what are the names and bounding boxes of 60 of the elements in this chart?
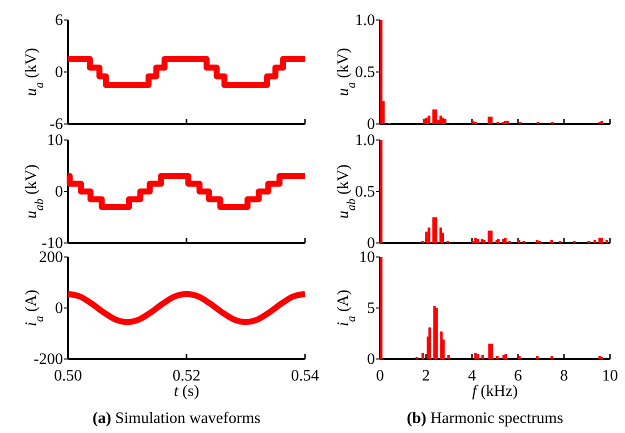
y-tick-label: 0.5	[355, 184, 375, 201]
bar	[476, 354, 480, 359]
bar	[550, 240, 553, 243]
bar	[421, 352, 424, 359]
x-tick-label: 0.54	[291, 367, 319, 384]
text: (a) Simulation waveforms	[92, 410, 260, 427]
bar	[496, 356, 499, 359]
bar	[488, 116, 490, 124]
bar	[490, 116, 493, 124]
y-tick-label: 1.0	[355, 132, 375, 150]
bar	[506, 120, 510, 124]
bar	[504, 354, 508, 359]
bar	[536, 356, 539, 359]
y-tick-label: -200	[34, 351, 63, 368]
y-tick-label: 5	[367, 300, 375, 318]
bar	[444, 118, 446, 124]
x-tick-label: 2	[422, 367, 430, 384]
y-tick-label: 0	[55, 64, 63, 82]
x-axis-title: f (kHz)	[472, 383, 518, 400]
bar	[428, 228, 430, 243]
y-tick-label: 0.5	[355, 64, 375, 82]
y-tick-label: 0	[55, 184, 63, 201]
x-axis-title: t (s)	[174, 383, 200, 400]
bar	[481, 354, 484, 359]
bar	[425, 232, 428, 243]
bar	[488, 344, 491, 359]
x-tick-label: 4	[468, 367, 476, 384]
bar	[474, 352, 477, 359]
bar	[594, 240, 596, 243]
text: (b) Harmonic spectrums	[406, 410, 564, 427]
bar	[600, 120, 604, 124]
bar	[428, 116, 430, 124]
bar	[490, 230, 493, 243]
bar	[435, 308, 438, 359]
bar	[490, 344, 494, 359]
y-tick-label: 0	[55, 300, 63, 318]
y-tick-label: 6	[55, 12, 63, 30]
bar	[434, 217, 438, 243]
bar	[428, 327, 431, 359]
y-tick-label: 1.0	[355, 12, 375, 30]
y-tick-label: -6	[50, 116, 63, 134]
x-tick-label: 8	[560, 367, 568, 384]
bar	[434, 109, 438, 124]
bar	[433, 306, 436, 359]
y-tick-label: 0	[367, 116, 375, 134]
bar	[536, 240, 538, 243]
bar	[488, 230, 490, 243]
bar	[447, 354, 450, 359]
bar	[504, 238, 507, 243]
y-tick-label: 10	[47, 132, 63, 150]
x-tick-label: 6	[514, 367, 522, 384]
bar	[605, 240, 608, 243]
x-tick-label: 10	[602, 367, 618, 384]
bar	[476, 238, 480, 243]
bar	[600, 238, 604, 243]
x-tick-label: 0.50	[54, 367, 82, 384]
bar	[474, 238, 477, 243]
y-tick-label: 0	[367, 351, 375, 368]
x-tick-label: 0.52	[172, 367, 200, 384]
bar	[550, 356, 554, 359]
